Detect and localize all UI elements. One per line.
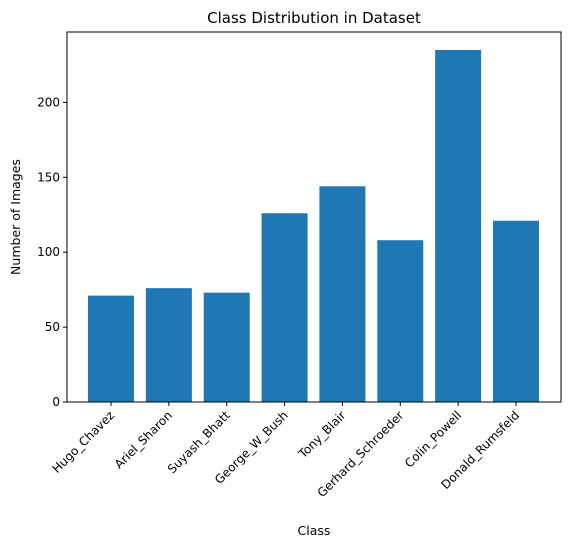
x-axis: Hugo_ChavezAriel_SharonSuyash_BhattGeorg… (49, 402, 522, 500)
bars-group (88, 49, 539, 402)
chart-title: Class Distribution in Dataset (207, 9, 421, 27)
bar-suyash-bhatt (203, 292, 250, 402)
y-tick-label: 150 (37, 170, 60, 184)
x-tick-label: Hugo_Chavez (49, 408, 117, 476)
bar-gerhard-schroeder (377, 240, 424, 402)
y-tick-label: 200 (37, 95, 60, 109)
plot-frame (66, 31, 562, 403)
bar-ariel-sharon (145, 288, 192, 402)
bar-tony-blair (319, 186, 366, 402)
bar-colin-powell (435, 49, 482, 402)
bar-donald-rumsfeld (493, 220, 539, 402)
x-tick-label: Ariel_Sharon (112, 408, 175, 471)
x-tick-label: Tony_Blair (295, 408, 348, 461)
bar-george-w-bush (261, 213, 308, 402)
y-tick-label: 100 (37, 245, 60, 259)
x-tick-label: Colin_Powell (402, 408, 464, 470)
bar-hugo-chavez (88, 295, 134, 402)
y-tick-label: 0 (52, 395, 60, 409)
x-axis-label: Class (298, 523, 331, 538)
y-axis-label: Number of Images (8, 159, 23, 275)
y-tick-label: 50 (45, 320, 60, 334)
y-axis: 0 50 100 150 200 (37, 95, 67, 409)
